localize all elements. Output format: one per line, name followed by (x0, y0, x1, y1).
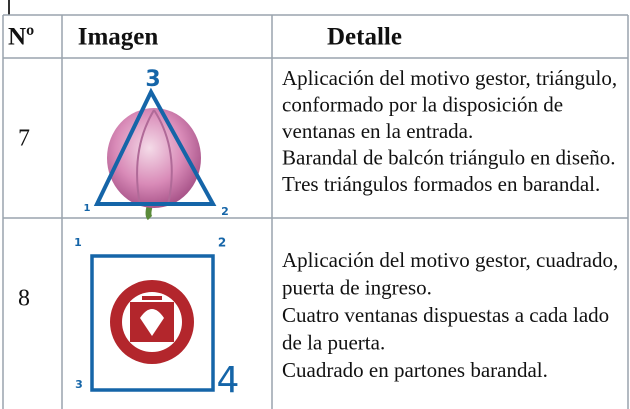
row-number: 7 (18, 126, 30, 152)
image-label: 2 (221, 205, 229, 218)
detail-line: Aplicación del motivo gestor, triángulo, (282, 66, 617, 90)
row-number: 8 (18, 286, 30, 312)
detail-line: Tres triángulos formados en barandal. (282, 172, 600, 196)
detail-line: ventanas en la entrada. (282, 119, 473, 143)
image-label: 2 (218, 236, 226, 250)
image-label: 4 (217, 360, 240, 401)
detail-line: Cuatro ventanas dispuestas a cada lado (282, 303, 609, 327)
image-label: 1 (74, 236, 82, 249)
chakra-image (90, 254, 215, 392)
image-label: 1 (84, 203, 91, 214)
header-cell: Nº (8, 24, 34, 51)
detail-line: puerta de ingreso. (282, 275, 432, 299)
table-borders (2, 14, 629, 409)
image-label: 3 (75, 378, 83, 391)
header-cell: Detalle (327, 24, 402, 51)
detail-line: Cuadrado en partones barandal. (282, 358, 548, 382)
detail-line: de la puerta. (282, 330, 385, 354)
image-label: 3 (145, 67, 160, 92)
detail-line: conformado por la disposición de (282, 92, 563, 116)
detail-line: Aplicación del motivo gestor, cuadrado, (282, 248, 618, 272)
detail-line: Barandal de balcón triángulo en diseño. (282, 145, 616, 169)
lotus-image (93, 87, 217, 221)
detail-cell: Aplicación del motivo gestor, triángulo,… (282, 66, 617, 196)
header-cell: Imagen (78, 24, 159, 51)
detail-cell: Aplicación del motivo gestor, cuadrado, p… (282, 248, 618, 382)
